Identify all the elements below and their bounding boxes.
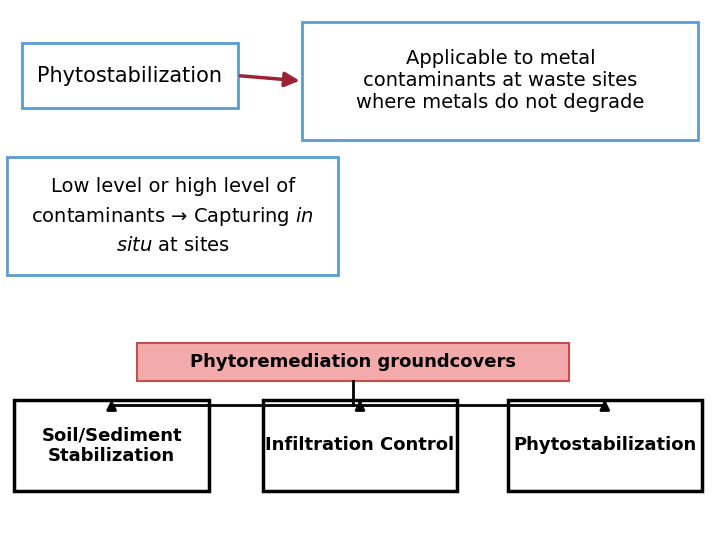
Text: $\mathit{situ}$ at sites: $\mathit{situ}$ at sites [116, 236, 230, 255]
Text: contaminants → Capturing $\mathit{in}$: contaminants → Capturing $\mathit{in}$ [31, 205, 315, 227]
FancyBboxPatch shape [22, 43, 238, 108]
Text: Phytostabilization: Phytostabilization [37, 65, 222, 86]
FancyBboxPatch shape [137, 343, 569, 381]
Text: Low level or high level of: Low level or high level of [50, 177, 295, 196]
FancyBboxPatch shape [302, 22, 698, 140]
Text: Phytoremediation groundcovers: Phytoremediation groundcovers [190, 353, 516, 371]
FancyBboxPatch shape [508, 400, 702, 491]
Text: Phytostabilization: Phytostabilization [513, 436, 696, 455]
Text: Infiltration Control: Infiltration Control [266, 436, 454, 455]
Text: Soil/Sediment
Stabilization: Soil/Sediment Stabilization [41, 426, 182, 465]
FancyBboxPatch shape [263, 400, 457, 491]
FancyBboxPatch shape [14, 400, 209, 491]
Text: Applicable to metal
contaminants at waste sites
where metals do not degrade: Applicable to metal contaminants at wast… [356, 50, 644, 112]
Text: contaminants → Capturing in: contaminants → Capturing in [32, 206, 314, 226]
FancyBboxPatch shape [7, 157, 338, 275]
